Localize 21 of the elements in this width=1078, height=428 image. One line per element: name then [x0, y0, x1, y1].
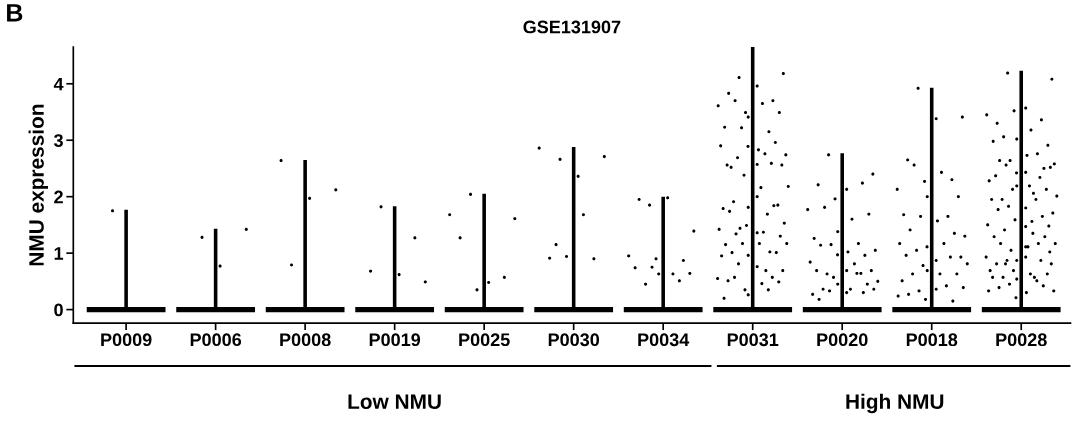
x-tick-label: P0018: [906, 333, 958, 347]
y-tick-label: 2: [54, 190, 63, 204]
x-tick-label: P0019: [369, 333, 421, 347]
x-tick-label: P0025: [459, 333, 510, 347]
x-tick-label: P0031: [727, 333, 779, 347]
x-tick-label: P0009: [101, 333, 152, 347]
chart-title: GSE131907: [523, 20, 621, 34]
x-tick-label: P0006: [190, 333, 242, 347]
x-tick-label: P0028: [996, 333, 1047, 347]
y-tick-label: 0: [54, 303, 63, 317]
x-tick-label: P0008: [280, 333, 331, 347]
text: High NMU: [846, 393, 944, 414]
text: B: [7, 4, 23, 22]
y-tick-label: 1: [54, 247, 64, 260]
y-tick-label: 3: [53, 134, 63, 147]
x-tick-label: P0020: [817, 333, 868, 347]
x-tick-label: P0030: [548, 333, 600, 347]
x-tick-label: P0034: [638, 333, 690, 347]
text: Low NMU: [348, 394, 441, 409]
y-tick-label: 4: [53, 77, 64, 91]
y-axis-title: NMU expression: [28, 104, 48, 266]
